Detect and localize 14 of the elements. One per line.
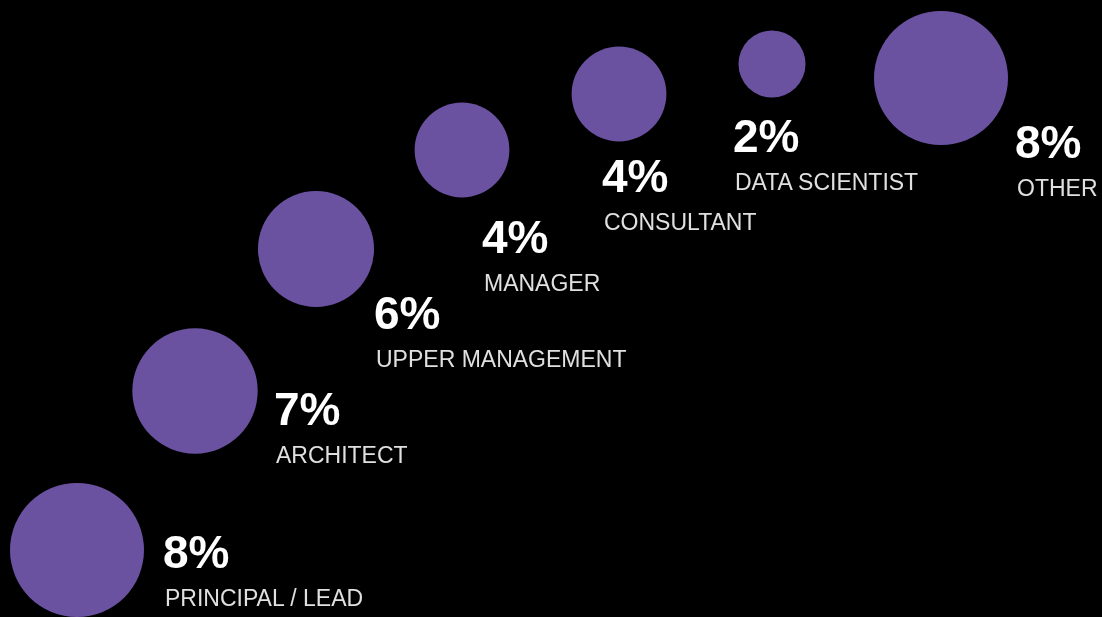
data-label: 6%: [374, 287, 441, 339]
category-label: ARCHITECT: [276, 442, 408, 468]
category-label: OTHER: [1017, 175, 1098, 201]
data-label: 2%: [733, 110, 800, 162]
data-label: 8%: [163, 526, 230, 578]
category-label: CONSULTANT: [604, 209, 757, 235]
category-label: MANAGER: [484, 270, 601, 296]
data-label: 4%: [602, 150, 669, 202]
data-label: 7%: [274, 383, 341, 435]
category-label: PRINCIPAL / LEAD: [165, 585, 364, 611]
data-label: 8%: [1015, 116, 1082, 168]
category-label: DATA SCIENTIST: [735, 169, 919, 195]
data-label: 4%: [482, 211, 549, 263]
category-label: UPPER MANAGEMENT: [376, 346, 627, 372]
